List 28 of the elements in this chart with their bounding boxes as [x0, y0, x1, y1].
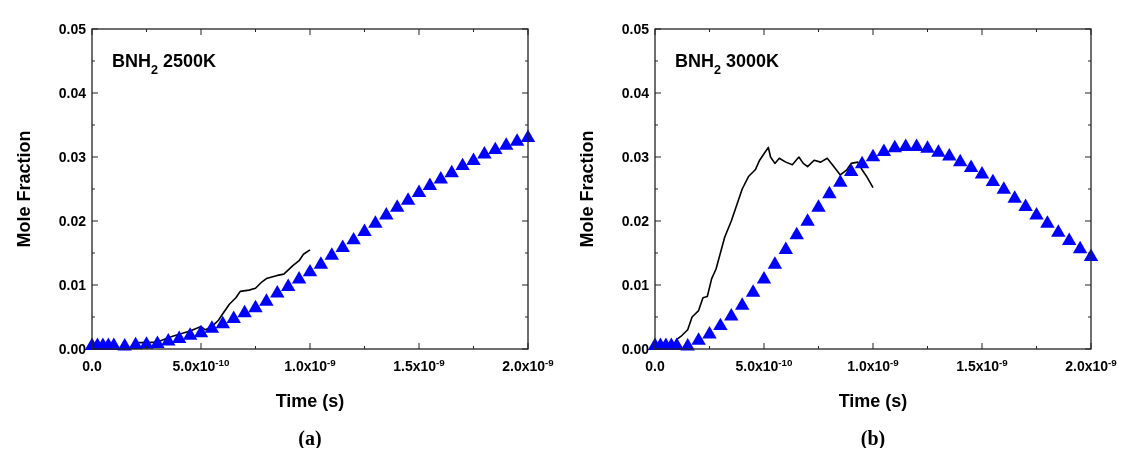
y-tick-label: 0.00: [621, 341, 649, 357]
y-tick-label: 0.04: [621, 85, 649, 101]
x-tick-label: 1.0x10$^{-9}$: [284, 356, 337, 374]
y-tick-label: 0.05: [621, 21, 649, 37]
text: BNH$_{2}$ 2500K: [112, 51, 217, 77]
x-tick-label: 2.0x10$^{-9}$: [1064, 356, 1117, 374]
y-tick-label: 0.01: [621, 277, 649, 293]
x-tick-label: 0.0: [82, 358, 102, 374]
y-tick-label: 0.05: [58, 21, 87, 37]
y-tick-label: 0.04: [58, 85, 87, 101]
x-axis-title: Time (s): [275, 391, 345, 411]
x-axis-title: Time (s): [838, 391, 907, 411]
y-tick-label: 0.00: [58, 341, 87, 357]
y-tick-label: 0.01: [58, 277, 87, 293]
x-tick-label: 0.0: [644, 358, 665, 374]
x-tick-label: 5.0x10$^{-10}$: [172, 356, 231, 374]
y-axis-title: Mole Fraction: [14, 130, 34, 248]
x-tick-label: 2.0x10$^{-9}$: [502, 356, 555, 374]
x-tick-label: 1.5x10$^{-9}$: [393, 356, 446, 374]
y-tick-label: 0.02: [621, 213, 649, 229]
y-axis-title: Mole Fraction: [576, 130, 597, 248]
y-tick-label: 0.02: [58, 213, 87, 229]
y-tick-label: 0.03: [58, 149, 87, 165]
text: BNH$_{2}$ 3000K: [674, 51, 779, 77]
x-tick-label: 1.0x10$^{-9}$: [846, 356, 899, 374]
x-tick-label: 1.5x10$^{-9}$: [955, 356, 1008, 374]
y-tick-label: 0.03: [621, 149, 649, 165]
x-tick-label: 5.0x10$^{-10}$: [735, 356, 793, 374]
